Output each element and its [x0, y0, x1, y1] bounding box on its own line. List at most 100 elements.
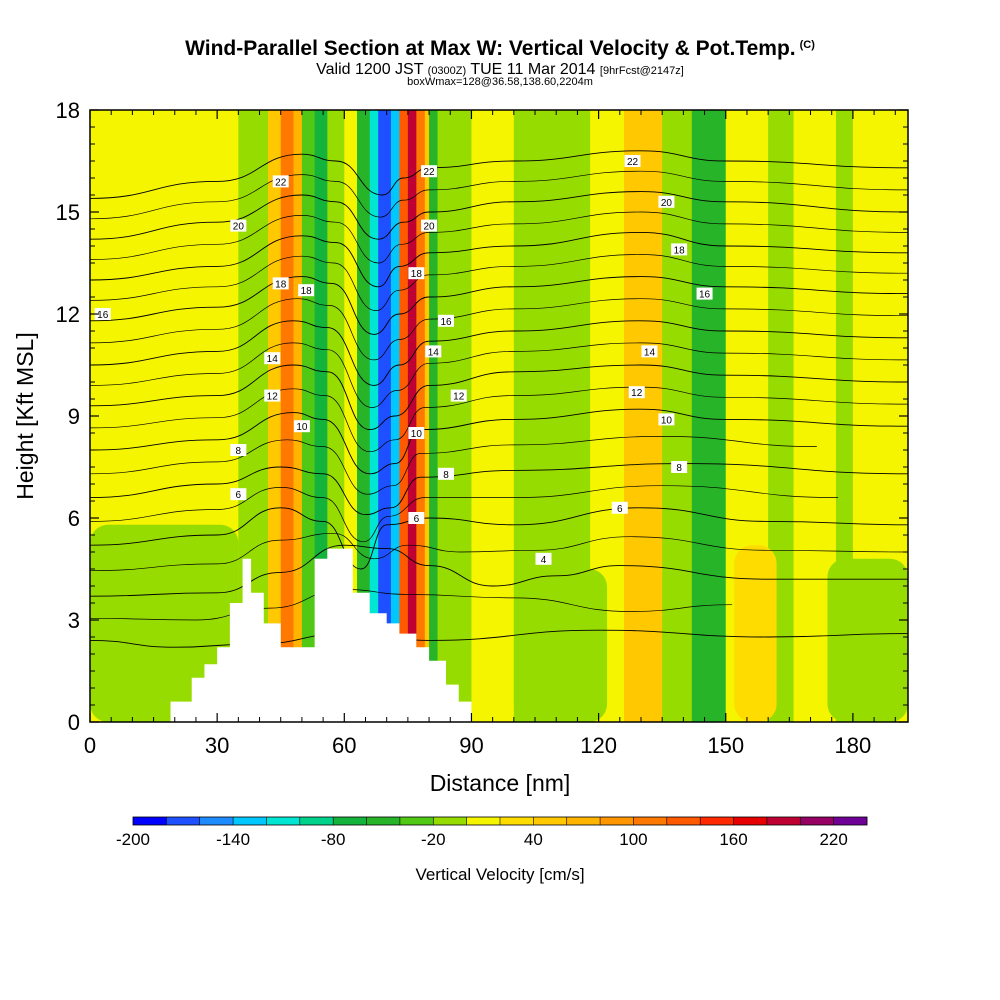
contour-label-bg: [628, 386, 645, 399]
contour-label: 20: [233, 222, 245, 233]
contour-label: 14: [428, 347, 440, 358]
x-tick-label: 0: [84, 733, 96, 758]
theta-contour-6: [90, 507, 908, 570]
theta-contour-18: [90, 231, 908, 288]
contour-label-bg: [658, 195, 675, 208]
colorbar-swatch: [766, 817, 801, 825]
theta-contour-10: [90, 408, 908, 475]
colorbar-swatch: [133, 817, 167, 825]
contour-label-bg: [671, 243, 688, 256]
contour-label: 20: [424, 222, 436, 233]
colorbar-swatch: [500, 817, 534, 825]
contour-label-bg: [438, 314, 455, 327]
contour-label-bg: [421, 165, 438, 178]
contour-label-bg: [438, 467, 455, 480]
x-tick-label: 180: [835, 733, 872, 758]
theta-contour-minor: [90, 532, 908, 572]
theta-contour-minor: [90, 589, 733, 621]
contour-label-bg: [408, 427, 425, 439]
colorbar-swatch: [199, 817, 234, 825]
colorbar-tick-label: -20: [421, 830, 446, 849]
x-axis: 0 30 60 90 120 150 180: [84, 110, 896, 758]
contour-label: 22: [627, 157, 639, 168]
colorbar-tick-label: -80: [321, 830, 346, 849]
contour-label: 18: [301, 286, 313, 297]
colorbar-swatch: [333, 817, 367, 825]
contour-label-bg: [421, 219, 438, 232]
contour-label: 6: [617, 504, 623, 515]
colorbar-tick-label: -140: [216, 830, 250, 849]
contour-label: 16: [97, 310, 109, 321]
valid-date: TUE 11 Mar 2014: [470, 61, 596, 78]
y-tick-label: 3: [68, 608, 80, 633]
theta-contour-14: [90, 320, 908, 386]
box-wmax-line: boxWmax=128@36.58,138.60,2204m: [407, 76, 593, 88]
colorbar-swatch: [633, 817, 668, 825]
theta-contours: [90, 150, 908, 648]
theta-contour-12: [90, 364, 908, 431]
contour-label: 20: [661, 198, 673, 209]
x-tick-label: 60: [332, 733, 356, 758]
colorbar-tick-label: 160: [719, 830, 747, 849]
contour-label-bg: [696, 287, 713, 300]
contour-label: 16: [699, 290, 711, 301]
contour-label-bg: [641, 345, 658, 358]
y-tick-label: 18: [56, 98, 80, 123]
colorbar-tick-label: -200: [116, 830, 150, 849]
colorbar-swatch: [800, 817, 834, 825]
valid-utc: (0300Z): [427, 65, 467, 77]
contour-label: 14: [644, 347, 656, 358]
contour-label: 14: [267, 354, 279, 365]
velocity-band: [293, 110, 303, 722]
terrain-profile: [170, 548, 472, 722]
theta-contour-minor: [90, 386, 908, 453]
colorbar-swatch: [366, 817, 401, 825]
terrain-mask: [170, 548, 472, 722]
velocity-band: [429, 110, 439, 722]
colorbar-swatch: [466, 817, 501, 825]
velocity-band: [416, 110, 426, 722]
contour-label-bg: [611, 501, 628, 514]
theta-contour-2: [90, 629, 908, 648]
colorbar-swatch: [233, 817, 267, 825]
contour-label: 12: [453, 392, 465, 403]
y-tick-label: 9: [68, 404, 80, 429]
chart-title: Wind-Parallel Section at Max W: Vertical…: [185, 37, 815, 60]
x-tick-label: 120: [580, 733, 617, 758]
contour-label: 22: [424, 167, 436, 178]
theta-contour-minor: [90, 342, 908, 408]
theta-contour-minor: [90, 211, 908, 264]
velocity-band: [399, 110, 409, 722]
colorbar-swatch: [600, 817, 634, 825]
colorbar-swatch: [833, 817, 868, 825]
contour-label: 10: [411, 429, 423, 440]
y-tick-label: 15: [56, 200, 80, 225]
velocity-region: [827, 558, 908, 722]
velocity-region: [734, 545, 777, 722]
colorbar-tick-label: 40: [524, 830, 543, 849]
y-axis: 0 3 6 9 12 15 18: [56, 98, 908, 735]
contour-label: 10: [661, 415, 673, 426]
contour-label-bg: [450, 389, 467, 402]
contour-label-bg: [94, 308, 111, 320]
colorbar-swatch: [299, 817, 334, 825]
copyright-mark: (C): [799, 39, 815, 51]
x-tick-label: 150: [707, 733, 744, 758]
contour-label-bg: [293, 420, 310, 433]
theta-contour-minor: [90, 170, 908, 220]
contour-label-bg: [264, 389, 281, 402]
contour-label: 4: [541, 555, 547, 566]
colorbar-swatch: [399, 817, 434, 825]
contour-label: 10: [296, 422, 308, 433]
velocity-band: [424, 110, 430, 722]
contour-label-bg: [230, 219, 247, 232]
valid-time-line: Valid 1200 JST (0300Z) TUE 11 Mar 2014 […: [0, 61, 1000, 79]
contour-label-bg: [272, 175, 289, 188]
contour-label: 8: [676, 463, 682, 474]
contour-label-bg: [408, 267, 425, 280]
colorbar-swatch: [266, 817, 301, 825]
colorbar-swatch: [733, 817, 768, 825]
contour-labels: 22 22 22 20 20 20 18 18 18 18 16 16 16 14 14 14 12 12 12 10…: [94, 155, 713, 566]
velocity-band: [369, 110, 379, 722]
velocity-band: [268, 110, 282, 722]
